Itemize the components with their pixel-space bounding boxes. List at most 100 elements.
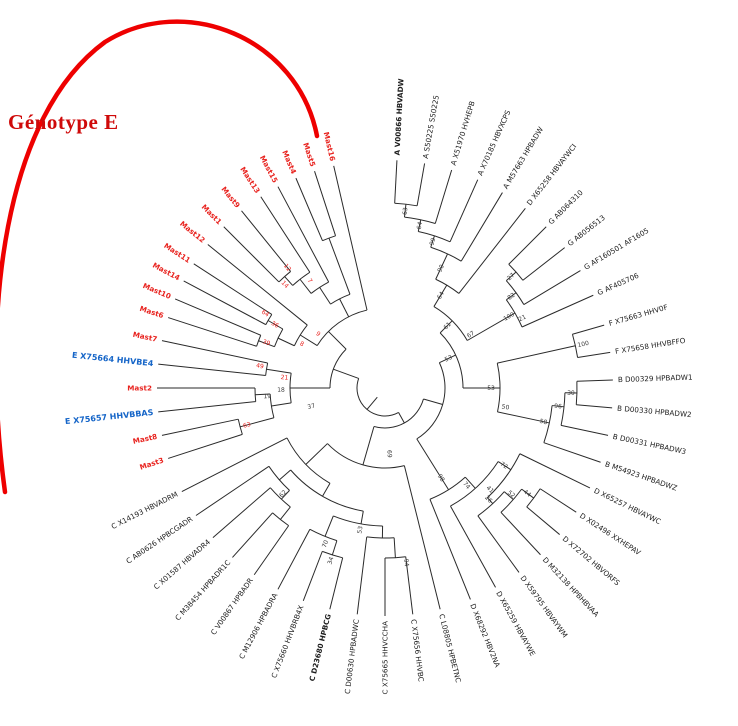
bootstrap-value: 41 xyxy=(485,485,495,495)
leaf-label: Mast15 xyxy=(258,154,280,184)
genotype-e-label: Génotype E xyxy=(8,110,119,134)
leaf-branch xyxy=(500,511,541,556)
bootstrap-value: 69 xyxy=(385,450,393,458)
bootstrap-value: 34 xyxy=(326,556,335,566)
leaf-label: Mast2 xyxy=(127,383,152,392)
leaf-branch xyxy=(429,499,471,600)
branch-arc xyxy=(309,528,338,542)
leaf-label: G AF160501 AF1605 xyxy=(582,226,650,272)
leaf-branch xyxy=(519,453,591,489)
bootstrap-value: 36 xyxy=(270,320,280,330)
bootstrap-value: 53 xyxy=(444,354,454,364)
leaf-label: F X75663 HHV0F xyxy=(608,302,669,327)
branch-arc xyxy=(286,437,331,484)
leaf-label: A X70185 HBVXCPS xyxy=(475,108,512,177)
leaf-branch xyxy=(195,465,270,516)
genotype-e-bracket-arc xyxy=(0,19,320,495)
leaf-label: Mast4 xyxy=(280,149,298,175)
bootstrap-value: 98 xyxy=(436,473,446,483)
branch-radial xyxy=(505,271,517,282)
branch-radial xyxy=(521,488,535,499)
branch-arc xyxy=(505,280,525,305)
leaf-label: Mast9 xyxy=(219,185,242,210)
bootstrap-value: 26 xyxy=(483,494,493,504)
branch-radial xyxy=(423,398,443,406)
leaf-branch xyxy=(449,179,479,243)
branch-radial xyxy=(299,334,318,347)
bootstrap-value: 67 xyxy=(466,330,476,340)
leaf-branch xyxy=(158,401,256,413)
bootstrap-value: 62 xyxy=(278,489,288,499)
branch-radial xyxy=(328,237,351,295)
branch-radial xyxy=(339,298,350,317)
leaf-label: C X14193 HBVADRM xyxy=(110,490,180,531)
branch-radial xyxy=(324,515,334,537)
bootstrap-value: 53 xyxy=(356,525,364,534)
leaf-label: C X75660 HHVBRB4X xyxy=(269,604,305,680)
branch-radial xyxy=(506,292,517,301)
leaf-label: Mast16 xyxy=(322,131,337,162)
branch-radial xyxy=(552,405,565,408)
bootstrap-value: 19 xyxy=(263,393,271,401)
leaf-label: A S50225 S50225 xyxy=(421,94,441,159)
bootstrap-value: 21 xyxy=(280,374,289,382)
leaf-label: C X75665 HHVCCHA xyxy=(380,621,389,695)
branch-radial xyxy=(467,312,516,341)
leaf-label: B D00330 HPBADW2 xyxy=(617,404,692,419)
bootstrap-value: 50 xyxy=(501,403,510,411)
bootstrap-value: 64 xyxy=(416,221,424,230)
bootstrap-value: 63 xyxy=(242,421,251,430)
branch-arc xyxy=(327,443,405,469)
leaf-branch xyxy=(260,196,311,273)
branch-radial xyxy=(403,204,407,218)
leaf-branch xyxy=(253,525,290,576)
bootstrap-value: 30 xyxy=(567,390,575,397)
leaf-branch xyxy=(174,298,261,336)
bootstrap-value: 27 xyxy=(506,272,516,282)
branch-radial xyxy=(267,320,284,330)
leaf-branch xyxy=(181,437,288,492)
leaf-branch xyxy=(314,171,337,236)
leaf-label: Mast7 xyxy=(132,330,158,344)
leaf-branch xyxy=(295,177,323,241)
bootstrap-value: 14 xyxy=(279,280,289,290)
leaf-branch xyxy=(277,186,330,283)
branch-radial xyxy=(239,417,275,428)
leaf-branch xyxy=(223,226,280,283)
leaf-label: A X51970 HVHEPB xyxy=(449,100,477,167)
branch-radial xyxy=(299,278,312,294)
bootstrap-value: 63 xyxy=(402,207,410,216)
bootstrap-value: 100 xyxy=(577,340,590,349)
branch-radial xyxy=(279,469,291,481)
branch-radial xyxy=(305,443,328,465)
leaf-branch xyxy=(576,379,613,382)
leaf-label: Mast14 xyxy=(151,261,181,283)
leaf-branch xyxy=(577,351,611,358)
branch-radial xyxy=(486,497,494,504)
bootstrap-value: 39 xyxy=(261,338,271,347)
branch-arc xyxy=(268,466,290,491)
branch-arc xyxy=(560,392,566,426)
branch-radial xyxy=(433,284,448,307)
branch-radial xyxy=(284,276,294,286)
branch-arc xyxy=(477,491,505,517)
leaf-branch xyxy=(576,404,613,409)
leaf-label: C M12906 HPBADRA xyxy=(237,591,279,660)
branch-radial xyxy=(398,412,405,424)
leaf-branch xyxy=(161,340,268,364)
branch-arc xyxy=(356,378,399,417)
bootstrap-value: 58 xyxy=(539,418,548,426)
leaf-branch xyxy=(560,424,609,436)
bootstrap-value: 99 xyxy=(428,237,437,247)
branch-arc xyxy=(450,461,499,507)
leaf-branch xyxy=(572,324,605,335)
leaf-label: A M57663 HPBADW xyxy=(501,125,545,190)
branch-arc xyxy=(416,362,446,440)
branch-radial xyxy=(416,438,450,491)
bootstrap-value: 52 xyxy=(506,489,516,499)
leaf-label: D X65259 HBVAYWE xyxy=(494,590,537,658)
branch-radial xyxy=(464,476,476,489)
bootstrap-value: 37 xyxy=(307,402,316,411)
bootstrap-value: 53 xyxy=(487,385,495,392)
bootstrap-value: 90 xyxy=(436,263,446,273)
